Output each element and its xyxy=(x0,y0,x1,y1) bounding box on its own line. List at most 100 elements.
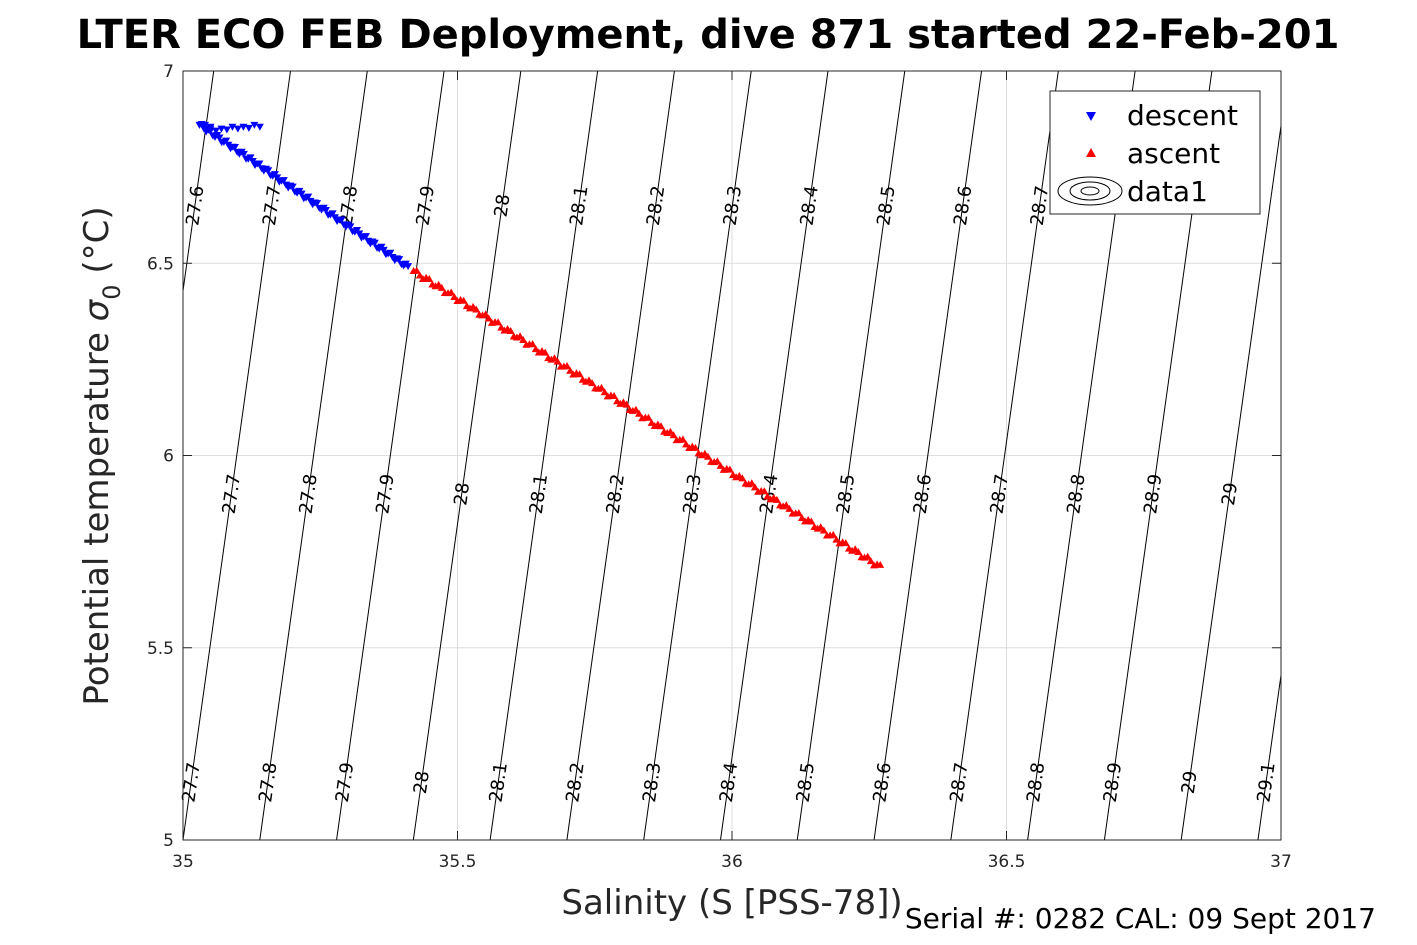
contour-label: 28 xyxy=(410,770,434,796)
ascent-point xyxy=(550,354,559,362)
descent-point xyxy=(337,216,346,224)
ascent-point xyxy=(797,514,806,522)
descent-point xyxy=(233,125,242,133)
ascent-point xyxy=(506,327,515,335)
ascent-point xyxy=(819,526,828,534)
descent-point xyxy=(346,223,355,231)
descent-point xyxy=(200,121,209,129)
ascent-point xyxy=(447,288,456,296)
ascent-point xyxy=(678,435,687,443)
legend-contour-marker xyxy=(1057,176,1123,206)
data-points xyxy=(195,121,885,569)
y-axis-label-main: Potential temperature xyxy=(77,321,117,705)
density-contours xyxy=(0,71,1281,840)
x-tick-label: 35 xyxy=(172,852,194,872)
descent-point xyxy=(288,183,297,191)
y-axis-label-unit: (°C) xyxy=(77,206,117,284)
legend-descent-marker xyxy=(1086,112,1096,121)
ascent-point xyxy=(747,479,756,487)
ascent-point xyxy=(597,383,606,391)
ascent-point xyxy=(472,305,481,313)
y-tick-label: 7 xyxy=(163,62,174,82)
ascent-point xyxy=(666,427,675,435)
isopycnal-line xyxy=(873,71,983,840)
descent-point xyxy=(330,214,339,222)
descent-point xyxy=(255,123,264,131)
ascent-point xyxy=(494,318,503,326)
isopycnal-line xyxy=(183,71,215,295)
x-axis-ticks: 35 35.5 36 36.5 37 xyxy=(172,71,1292,872)
isopycnal-line xyxy=(719,71,829,840)
descent-point xyxy=(304,193,313,201)
isopycnal-line xyxy=(412,71,522,840)
ascent-point xyxy=(854,547,863,555)
ascent-point xyxy=(782,501,791,509)
ascent-point xyxy=(622,400,631,408)
ascent-point xyxy=(481,310,490,318)
ascent-point xyxy=(644,413,653,421)
descent-point xyxy=(244,124,253,132)
ascent-point xyxy=(832,535,841,543)
ascent-point xyxy=(563,361,572,369)
descent-point xyxy=(328,210,337,218)
ascent-point xyxy=(610,391,619,399)
isopycnal-line xyxy=(950,71,1059,840)
legend-descent-label: descent xyxy=(1127,99,1238,132)
descent-point xyxy=(206,123,215,131)
legend-box xyxy=(1049,90,1261,215)
isopycnal-line xyxy=(0,71,60,840)
ascent-point xyxy=(656,422,665,430)
ascent-point xyxy=(750,483,759,491)
x-axis-label: Salinity (S [PSS-78]) xyxy=(561,883,902,923)
contour-label: 29 xyxy=(1218,481,1242,507)
ascent-point xyxy=(794,509,803,517)
isopycnal-line xyxy=(183,71,291,840)
descent-point xyxy=(379,246,388,254)
ascent-point xyxy=(703,452,712,460)
y-tick-label: 5.5 xyxy=(147,639,174,659)
isopycnal-line xyxy=(489,71,599,840)
ascent-point xyxy=(484,314,493,322)
descent-point xyxy=(228,123,237,131)
contour-label: 28 xyxy=(450,481,474,507)
descent-point xyxy=(239,150,248,158)
ascent-point xyxy=(725,465,734,473)
descent-point xyxy=(255,160,264,168)
ascent-point xyxy=(412,266,421,274)
ascent-point xyxy=(760,487,769,495)
descent-point xyxy=(211,127,220,135)
isopycnal-line xyxy=(336,71,445,840)
ascent-point xyxy=(600,388,609,396)
grid-lines xyxy=(183,71,1281,840)
y-tick-label: 6.5 xyxy=(147,254,174,274)
descent-point xyxy=(395,256,404,264)
ascent-point xyxy=(459,296,468,304)
ascent-point xyxy=(631,405,640,413)
ascent-point xyxy=(682,440,691,448)
legend-ascent-marker xyxy=(1086,148,1096,157)
ascent-point xyxy=(566,366,575,374)
descent-point xyxy=(222,126,231,134)
ascent-point xyxy=(415,271,424,279)
descent-point xyxy=(222,137,231,145)
ascent-point xyxy=(738,474,747,482)
isopycnal-line xyxy=(1180,122,1281,840)
ascent-point xyxy=(841,539,850,547)
ascent-point xyxy=(575,370,584,378)
ascent-point xyxy=(528,340,537,348)
ascent-point xyxy=(531,345,540,353)
isopycnal-line xyxy=(566,71,675,840)
ascent-point xyxy=(713,457,722,465)
legend: descent ascent data1 xyxy=(1049,90,1261,215)
ascent-point xyxy=(553,357,562,365)
descent-point xyxy=(361,233,370,241)
contour-labels: 27.6 27.7 27.8 27.9 28 28.1 28.2 28.3 28.4 28.5 28… xyxy=(178,184,1279,803)
ascent-point xyxy=(876,560,885,568)
ascent-point xyxy=(829,530,838,538)
y-tick-label: 5 xyxy=(163,831,174,851)
ascent-point xyxy=(437,283,446,291)
ascent-point xyxy=(716,461,725,469)
descent-point xyxy=(224,141,233,149)
legend-data1-label: data1 xyxy=(1127,175,1208,208)
